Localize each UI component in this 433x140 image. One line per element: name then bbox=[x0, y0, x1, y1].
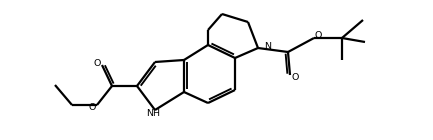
Text: N: N bbox=[264, 41, 271, 51]
Text: O: O bbox=[88, 102, 96, 111]
Text: O: O bbox=[94, 59, 101, 67]
Text: O: O bbox=[314, 31, 322, 39]
Text: O: O bbox=[291, 73, 299, 81]
Text: NH: NH bbox=[146, 109, 160, 118]
